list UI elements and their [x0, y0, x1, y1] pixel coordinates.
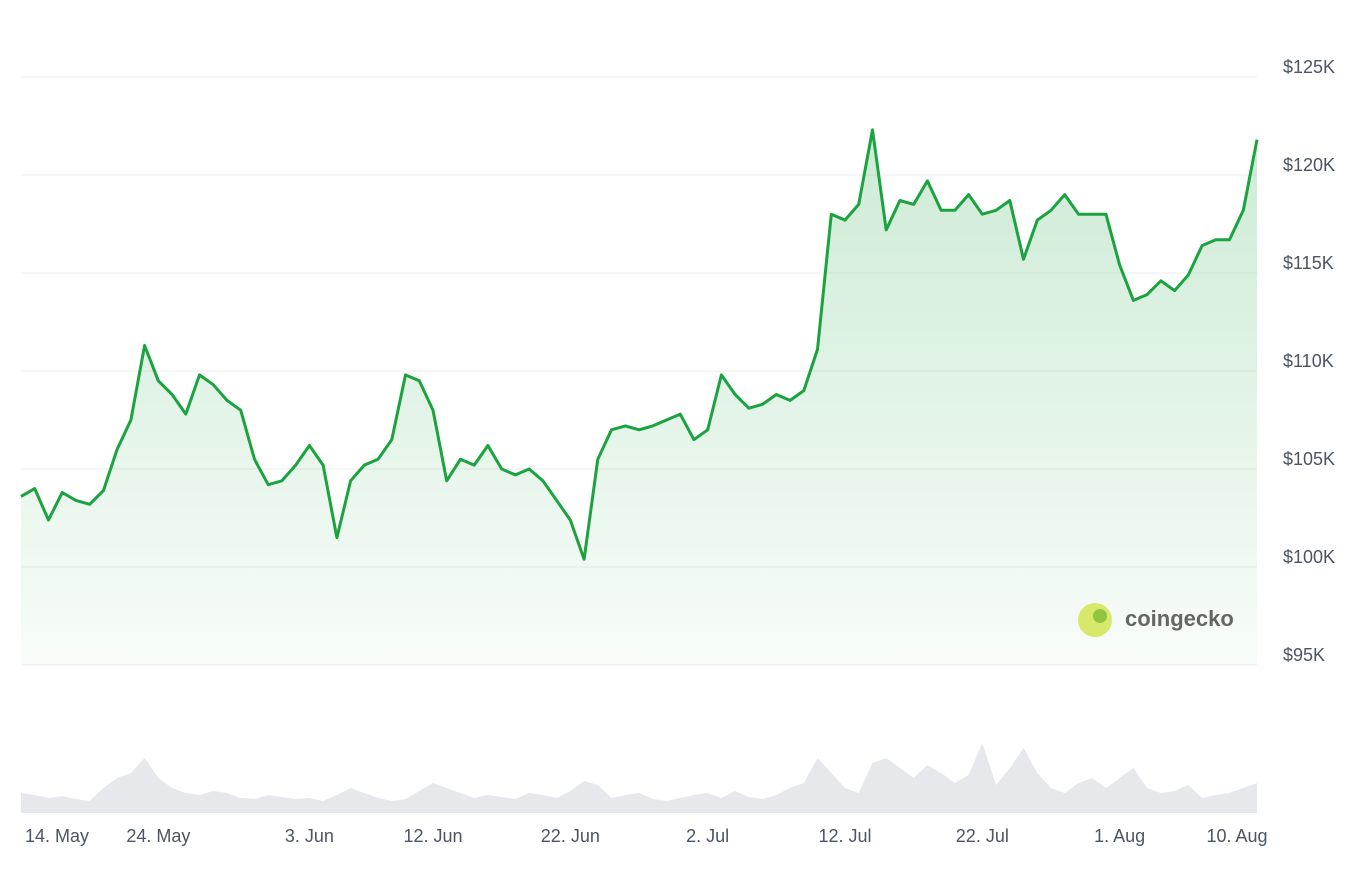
x-tick-label: 22. Jun: [541, 826, 600, 846]
volume-area: [21, 743, 1257, 813]
x-tick-label: 22. Jul: [956, 826, 1009, 846]
x-tick-label: 3. Jun: [285, 826, 334, 846]
x-tick-label: 14. May: [25, 826, 89, 846]
x-tick-label: 12. Jun: [403, 826, 462, 846]
y-tick-label: $100K: [1283, 547, 1335, 567]
y-tick-label: $105K: [1283, 449, 1335, 469]
x-tick-label: 24. May: [126, 826, 190, 846]
y-tick-label: $120K: [1283, 155, 1335, 175]
logo-text: coingecko: [1125, 606, 1234, 631]
x-tick-label: 12. Jul: [818, 826, 871, 846]
logo-icon-detail: [1093, 609, 1107, 623]
y-tick-label: $95K: [1283, 645, 1325, 665]
price-line: [20, 128, 1259, 561]
y-tick-label: $125K: [1283, 57, 1335, 77]
y-tick-label: $110K: [1283, 351, 1334, 371]
x-tick-label: 2. Jul: [686, 826, 729, 846]
x-tick-label: 10. Aug: [1206, 826, 1267, 846]
plot: $95K $100K $105K $110K $115K $120K $125K 14. Ma…: [20, 57, 1335, 846]
price-area: [21, 129, 1257, 665]
x-tick-label: 1. Aug: [1094, 826, 1145, 846]
y-tick-label: $115K: [1283, 253, 1334, 273]
